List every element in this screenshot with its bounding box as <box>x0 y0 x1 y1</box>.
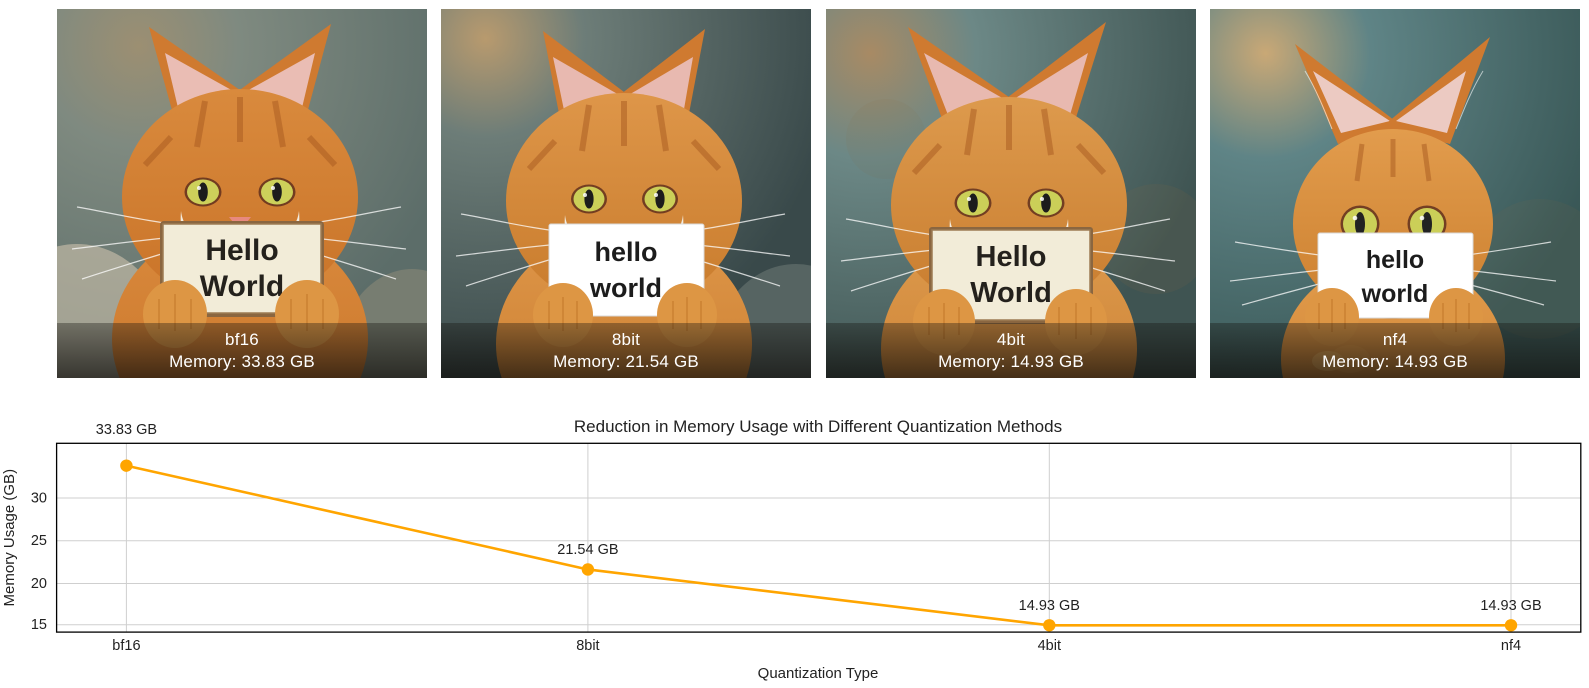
svg-text:World: World <box>200 270 284 303</box>
svg-text:world: world <box>589 273 662 303</box>
svg-text:Quantization Type: Quantization Type <box>758 665 879 682</box>
svg-text:nf4: nf4 <box>1501 638 1521 654</box>
svg-text:bf16: bf16 <box>112 638 140 654</box>
svg-text:world: world <box>1361 280 1429 308</box>
svg-text:15: 15 <box>31 617 47 633</box>
svg-text:14.93 GB: 14.93 GB <box>1480 598 1541 614</box>
svg-text:hello: hello <box>1366 246 1424 274</box>
svg-text:Memory Usage (GB): Memory Usage (GB) <box>1 469 18 607</box>
svg-text:20: 20 <box>31 576 47 592</box>
svg-text:30: 30 <box>31 491 47 507</box>
svg-text:4bit: 4bit <box>1038 638 1061 654</box>
svg-text:25: 25 <box>31 533 47 549</box>
svg-text:14.93 GB: 14.93 GB <box>1019 598 1080 614</box>
svg-text:8bit: 8bit <box>576 638 599 654</box>
svg-text:World: World <box>970 277 1052 309</box>
svg-text:hello: hello <box>594 237 657 267</box>
svg-text:Reduction in Memory Usage with: Reduction in Memory Usage with Different… <box>574 417 1062 436</box>
svg-text:Hello: Hello <box>976 241 1047 273</box>
svg-text:33.83 GB: 33.83 GB <box>96 422 157 438</box>
svg-text:21.54 GB: 21.54 GB <box>557 542 618 558</box>
svg-text:Hello: Hello <box>205 234 278 267</box>
